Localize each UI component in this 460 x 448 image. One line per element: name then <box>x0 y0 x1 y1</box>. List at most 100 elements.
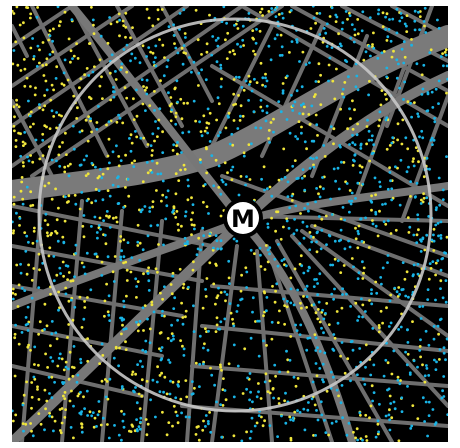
dot-group-a <box>58 408 62 411</box>
dot-group-a <box>386 361 390 365</box>
dot-group-b <box>312 139 316 143</box>
dot-group-b <box>259 126 263 130</box>
dot-group-a <box>59 429 62 432</box>
dot-group-a <box>297 120 301 123</box>
dot-group-b <box>342 95 346 99</box>
dot-group-a <box>153 90 156 93</box>
dot-group-b <box>316 346 319 349</box>
dot-group-b <box>73 275 76 279</box>
station-marker[interactable]: M <box>223 198 263 238</box>
dot-group-b <box>352 40 356 44</box>
dot-group-a <box>421 363 424 367</box>
dot-group-a <box>182 101 186 105</box>
dot-group-b <box>411 274 415 278</box>
dot-group-b <box>262 339 265 343</box>
dot-group-a <box>95 255 99 259</box>
dot-group-a <box>66 336 69 339</box>
dot-group-b <box>162 74 166 78</box>
dot-group-b <box>440 396 444 400</box>
dot-group-b <box>446 337 448 341</box>
dot-group-b <box>171 334 175 338</box>
dot-group-a <box>68 350 72 354</box>
dot-group-a <box>36 6 39 9</box>
dot-group-b <box>50 396 54 400</box>
dot-group-b <box>66 367 70 371</box>
dot-group-a <box>181 286 185 290</box>
dot-group-a <box>27 343 30 347</box>
dot-group-b <box>333 239 337 243</box>
dot-group-b <box>220 178 224 182</box>
dot-group-b <box>324 431 328 434</box>
dot-group-a <box>312 235 315 239</box>
dot-group-a <box>184 52 188 55</box>
dot-group-a <box>215 264 218 267</box>
dot-group-a <box>154 267 158 271</box>
dot-group-b <box>295 89 299 93</box>
dot-group-a <box>382 50 386 53</box>
dot-group-a <box>13 332 17 336</box>
dot-group-b <box>147 46 151 49</box>
dot-group-b <box>50 332 54 336</box>
dot-group-b <box>155 380 159 384</box>
dot-group-a <box>319 103 323 106</box>
map-canvas[interactable]: M <box>12 6 448 442</box>
dot-group-b <box>432 325 436 328</box>
dot-group-a <box>29 46 33 50</box>
dot-group-a <box>236 27 240 30</box>
dot-group-a <box>423 248 427 252</box>
dot-group-a <box>368 79 371 83</box>
dot-group-a <box>149 50 153 54</box>
dot-group-b <box>405 363 409 367</box>
dot-group-b <box>100 342 104 346</box>
dot-group-b <box>122 412 126 416</box>
dot-group-a <box>48 246 52 250</box>
dot-group-a <box>324 214 328 218</box>
dot-group-a <box>29 190 33 194</box>
dot-group-b <box>289 9 293 12</box>
dot-group-a <box>130 373 134 376</box>
dot-group-a <box>67 194 71 198</box>
dot-group-a <box>253 252 256 256</box>
dot-group-a <box>156 135 159 139</box>
street <box>290 6 448 93</box>
dot-group-a <box>385 39 389 42</box>
dot-group-b <box>316 282 319 285</box>
dot-group-b <box>120 387 124 390</box>
dot-group-b <box>264 85 267 88</box>
dot-group-a <box>158 38 161 41</box>
dot-group-a <box>157 243 160 246</box>
dot-group-b <box>148 341 152 345</box>
dot-group-a <box>315 250 319 254</box>
dot-group-a <box>381 11 385 15</box>
dot-group-a <box>255 81 259 84</box>
dot-group-a <box>66 278 69 281</box>
dot-group-b <box>154 56 157 59</box>
dot-group-b <box>215 60 219 64</box>
dot-group-a <box>114 216 118 219</box>
dot-group-a <box>211 248 215 252</box>
dot-group-a <box>33 377 37 381</box>
dot-group-a <box>161 297 165 301</box>
dot-group-b <box>44 212 48 216</box>
dot-group-a <box>140 394 144 398</box>
dot-group-b <box>356 229 360 233</box>
dot-group-b <box>161 179 165 183</box>
dot-group-b <box>45 88 49 92</box>
dot-group-b <box>352 265 355 269</box>
dot-group-b <box>422 20 426 23</box>
dot-group-b <box>284 391 287 395</box>
dot-group-a <box>225 57 229 60</box>
dot-group-b <box>112 90 115 94</box>
dot-group-a <box>346 127 349 131</box>
dot-group-a <box>170 332 174 335</box>
dot-group-b <box>332 375 335 379</box>
dot-group-b <box>437 102 440 105</box>
dot-group-a <box>24 422 28 426</box>
dot-group-a <box>241 114 245 118</box>
dot-group-b <box>167 91 170 95</box>
dot-group-b <box>324 31 328 35</box>
dot-group-a <box>286 358 290 362</box>
dot-group-a <box>103 314 106 318</box>
dot-group-b <box>61 382 65 385</box>
dot-group-a <box>365 439 369 442</box>
